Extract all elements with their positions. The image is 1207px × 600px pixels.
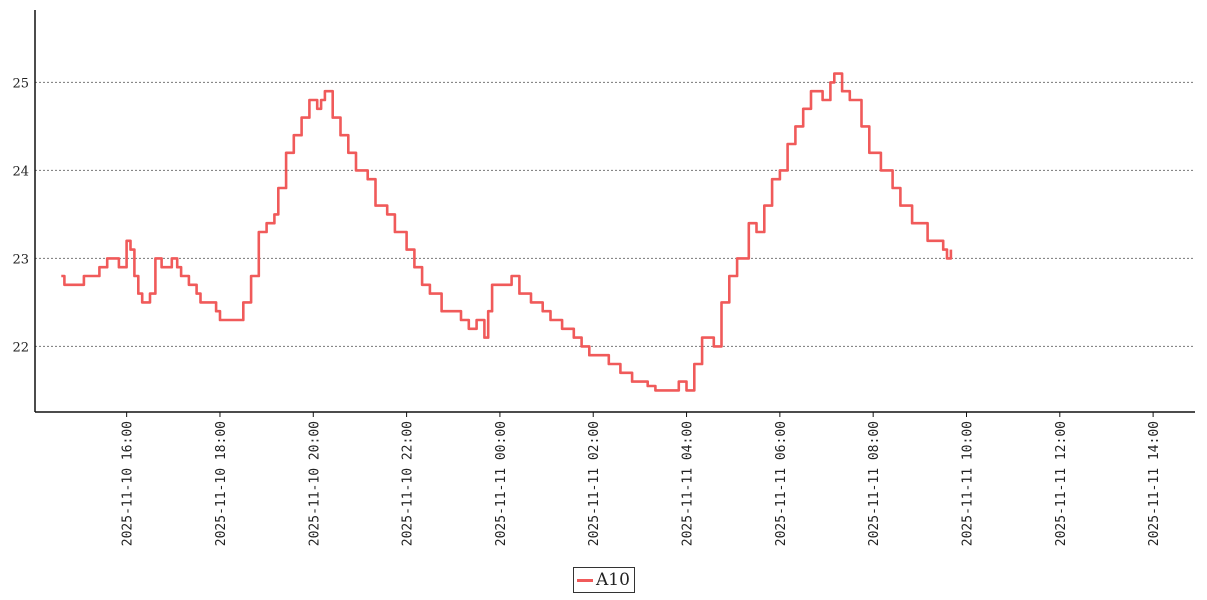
x-tick-label: 2025-11-11 00:00	[494, 421, 509, 546]
x-tick-label: 2025-11-10 18:00	[214, 421, 229, 546]
x-tick-label: 2025-11-11 12:00	[1054, 421, 1069, 546]
x-tick-label: 2025-11-11 06:00	[774, 421, 789, 546]
y-tick-label: 24	[12, 164, 29, 179]
x-tick-label: 2025-11-11 10:00	[960, 421, 975, 546]
y-tick-label: 22	[12, 340, 29, 355]
legend-swatch-a10	[577, 578, 593, 582]
x-tick-label: 2025-11-11 08:00	[867, 421, 882, 546]
y-ticks: 22 23 24 25	[12, 76, 29, 355]
x-tick-label: 2025-11-10 22:00	[401, 421, 416, 546]
axes	[34, 10, 1195, 413]
y-tick-label: 23	[12, 252, 29, 267]
y-tick-label: 25	[12, 76, 29, 91]
series-group	[61, 72, 953, 392]
series-line-a10	[61, 72, 953, 392]
x-tick-label: 2025-11-10 16:00	[121, 421, 136, 546]
x-ticks: 2025-11-10 16:00 2025-11-10 18:00 2025-11-…	[121, 412, 1162, 546]
x-tick-label: 2025-11-11 04:00	[681, 421, 696, 546]
x-tick-label: 2025-11-11 02:00	[587, 421, 602, 546]
x-tick-label: 2025-11-10 20:00	[307, 421, 322, 546]
legend-label-a10: A10	[596, 570, 630, 590]
legend: A10	[573, 567, 635, 593]
x-tick-label: 2025-11-11 14:00	[1147, 421, 1162, 546]
grid-lines	[35, 81, 1195, 347]
